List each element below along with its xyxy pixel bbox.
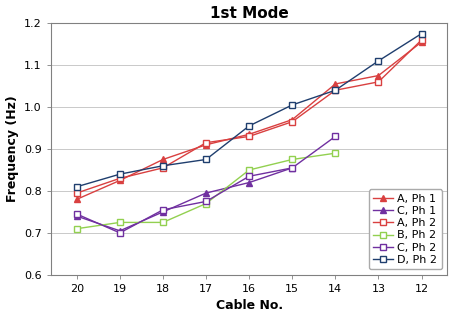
Y-axis label: Frequency (Hz): Frequency (Hz) xyxy=(5,96,19,202)
Legend: A, Ph 1, C, Ph 1, A, Ph 2, B, Ph 2, C, Ph 2, D, Ph 2: A, Ph 1, C, Ph 1, A, Ph 2, B, Ph 2, C, P… xyxy=(369,189,442,269)
Title: 1st Mode: 1st Mode xyxy=(210,5,289,21)
X-axis label: Cable No.: Cable No. xyxy=(216,300,283,313)
